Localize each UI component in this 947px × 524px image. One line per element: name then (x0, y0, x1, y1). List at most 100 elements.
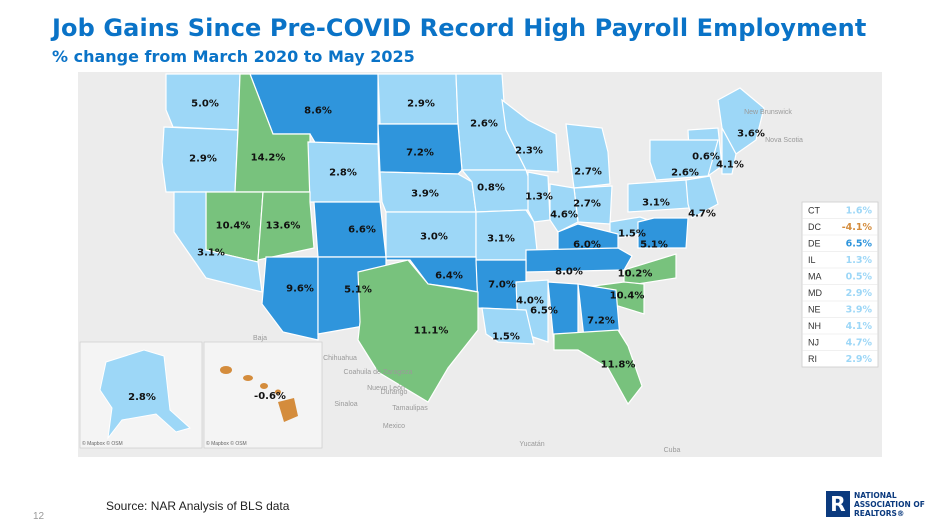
nar-logo-text: NATIONAL ASSOCIATION OF REALTORS® (854, 491, 925, 518)
state-value-label: 3.1% (487, 234, 515, 245)
state-value-label: 7.0% (488, 280, 516, 291)
state-value-label: 9.6% (286, 284, 314, 295)
geo-place-label: Baja (253, 335, 267, 342)
state-value-label: 2.7% (573, 199, 601, 210)
geo-place-label: Mexico (383, 423, 405, 430)
geo-place-label: Sinaloa (334, 401, 357, 408)
state-shape (565, 123, 611, 189)
state-shape (557, 223, 619, 251)
state-value-label: 3.1% (197, 248, 225, 259)
nar-logo: R NATIONAL ASSOCIATION OF REALTORS® (826, 491, 938, 519)
us-map-panel: 5.0% 8.6% 2.9% 2.6% 3.6% 2.9% 14.2% 7.2% 2.3% 0.6… (78, 72, 882, 457)
state-shape (475, 209, 539, 261)
state-value-label: 3.0% (420, 232, 448, 243)
state-value-label: 11.8% (601, 360, 636, 371)
hawaii-island-shape (275, 389, 281, 395)
state-value-label: 8.0% (555, 267, 583, 278)
state-value-label: 0.6% (692, 152, 720, 163)
state-value-label: 3.1% (642, 198, 670, 209)
table-state-abbr: DE (808, 239, 821, 249)
state-shape (377, 123, 463, 175)
state-shape (481, 307, 535, 345)
table-state-value: 1.6% (846, 206, 873, 217)
geo-place-label: Yucatán (519, 441, 544, 448)
state-value-label: 2.9% (407, 99, 435, 110)
state-shape (501, 98, 559, 173)
state-value-label: 2.3% (515, 146, 543, 157)
state-shape (173, 191, 263, 293)
state-value-label: 2.7% (574, 167, 602, 178)
page-subtitle: % change from March 2020 to May 2025 (52, 47, 415, 66)
state-value-label: 5.1% (640, 240, 668, 251)
state-value-label: 1.3% (525, 192, 553, 203)
state-value-label: 14.2% (251, 153, 286, 164)
state-value-label: 7.2% (587, 316, 615, 327)
state-shape (685, 175, 719, 219)
geo-place-label: Nova Scotia (765, 137, 803, 144)
state-value-label: 10.2% (618, 269, 653, 280)
geo-place-label: Durango (381, 389, 408, 396)
table-state-value: 6.5% (846, 239, 873, 250)
state-shape (357, 259, 479, 403)
state-value-label: 5.0% (191, 99, 219, 110)
table-state-abbr: NE (808, 305, 821, 315)
state-shape (257, 191, 315, 261)
state-value-label: 10.4% (610, 291, 645, 302)
geo-place-label: Nuevo León (367, 385, 405, 392)
state-value-label: 6.0% (573, 240, 601, 251)
table-state-abbr: NH (808, 321, 821, 331)
state-value-label: 1.5% (492, 332, 520, 343)
state-value-label: 6.4% (435, 271, 463, 282)
state-value-label: 2.6% (470, 119, 498, 130)
table-state-value: 3.9% (846, 305, 873, 316)
state-value-label: 5.1% (344, 285, 372, 296)
table-state-value: 4.1% (846, 321, 873, 332)
table-state-value: 4.7% (846, 338, 873, 349)
state-value-label: 7.2% (406, 148, 434, 159)
table-state-abbr: MA (808, 272, 822, 282)
state-value-label: 13.6% (266, 221, 301, 232)
table-state-abbr: DC (808, 222, 821, 232)
state-value-label: 1.5% (618, 229, 646, 240)
source-note: Source: NAR Analysis of BLS data (106, 499, 290, 513)
table-state-abbr: RI (808, 354, 817, 364)
hawaii-map-credit: © Mapbox © OSM (206, 440, 247, 447)
state-shape (637, 217, 689, 249)
table-state-value: 2.9% (846, 288, 873, 299)
geo-place-label: Coahuila de Zaragoza (344, 369, 413, 376)
us-choropleth-map: 5.0% 8.6% 2.9% 2.6% 3.6% 2.9% 14.2% 7.2% 2.3% 0.6… (78, 72, 882, 457)
state-value-label: 3.9% (411, 189, 439, 200)
state-value-label: 3.6% (737, 129, 765, 140)
nar-logo-line-3: REALTORS® (854, 509, 905, 518)
page-number: 12 (33, 511, 45, 522)
table-state-value: 2.9% (846, 354, 873, 365)
state-value-label: 4.7% (688, 209, 716, 220)
state-value-label: 0.8% (477, 183, 505, 194)
hawaii-island-shape (278, 398, 298, 422)
nar-logo-line-1: NATIONAL (854, 491, 897, 500)
alaska-map-credit: © Mapbox © OSM (82, 440, 123, 447)
state-value-label: 4.1% (716, 160, 744, 171)
table-state-abbr: IL (808, 255, 816, 265)
hawaii-inset-frame (203, 341, 323, 449)
hawaii-island-shape (260, 383, 268, 389)
state-value-label: 4.6% (550, 210, 578, 221)
state-shape (527, 171, 551, 223)
geo-place-label: New Brunswick (744, 109, 792, 116)
geo-place-label: Tamaulipas (392, 405, 428, 412)
state-value-label: 2.8% (329, 168, 357, 179)
state-value-label: 6.6% (348, 225, 376, 236)
state-shape (549, 183, 579, 233)
state-shape (721, 127, 737, 175)
table-state-value: -4.1% (842, 222, 873, 233)
state-shape (553, 329, 643, 406)
geo-place-label: Chihuahua (323, 355, 357, 362)
table-state-abbr: CT (808, 206, 820, 216)
hawaii-value-label: -0.6% (254, 391, 286, 402)
nar-logo-line-2: ASSOCIATION OF (854, 500, 925, 509)
table-state-value: 1.3% (846, 255, 873, 266)
alaska-value-label: 2.8% (128, 392, 156, 403)
geo-place-label: Cuba (664, 447, 681, 454)
table-state-abbr: NJ (808, 338, 819, 348)
nar-logo-mark: R (826, 491, 850, 517)
